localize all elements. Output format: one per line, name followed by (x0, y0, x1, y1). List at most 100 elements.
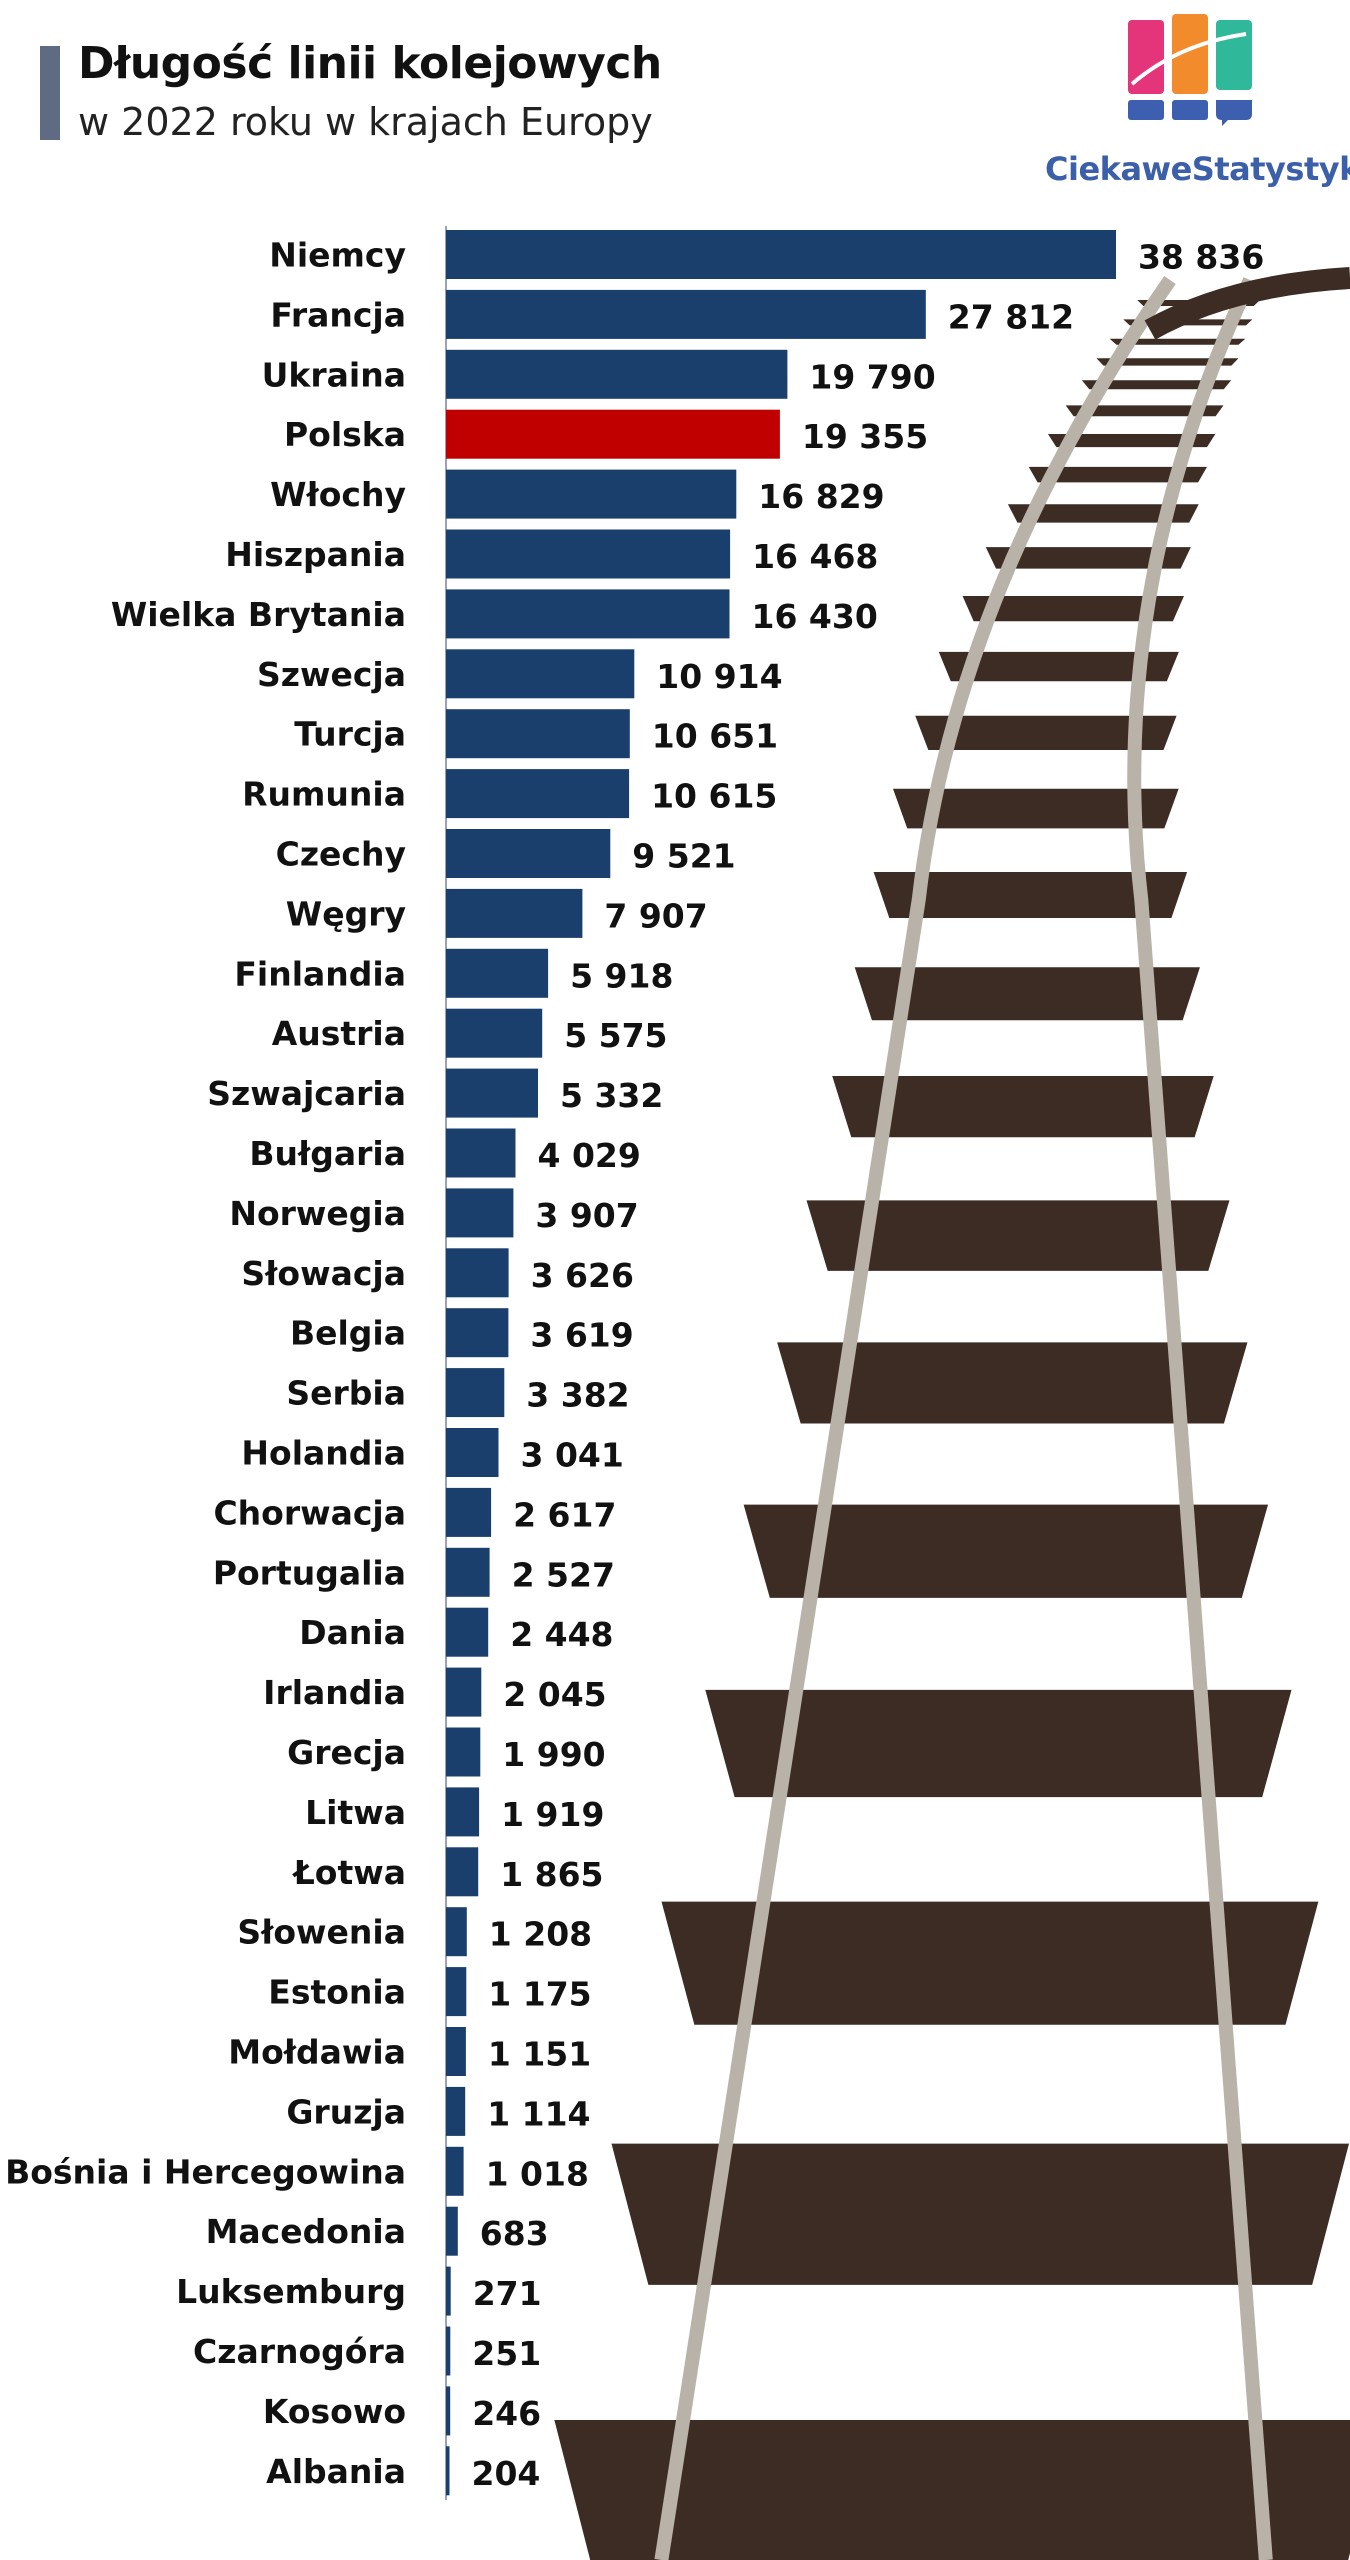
value-label-10: 9 521 (632, 837, 735, 876)
value-label-8: 10 651 (652, 717, 778, 756)
rail-ties (554, 300, 1350, 2560)
bar-36 (446, 2386, 451, 2436)
bar-33 (446, 2206, 458, 2256)
chart-bars (446, 230, 1116, 2496)
rail-tie (777, 1342, 1248, 1424)
category-label-30: Mołdawia (228, 2033, 406, 2072)
category-label-23: Dania (299, 1613, 406, 1652)
bar-11 (446, 888, 583, 938)
value-label-1: 27 812 (948, 297, 1074, 336)
category-label-1: Francja (270, 295, 406, 334)
category-label-20: Holandia (241, 1434, 406, 1473)
bar-34 (446, 2266, 451, 2316)
value-label-9: 10 615 (651, 777, 777, 816)
rail-tie (806, 1200, 1230, 1271)
bar-18 (446, 1308, 509, 1358)
value-label-31: 1 114 (487, 2094, 590, 2133)
category-label-29: Estonia (268, 1973, 406, 2012)
bar-30 (446, 2027, 466, 2076)
rail-left (654, 276, 1176, 2560)
bar-9 (446, 769, 630, 819)
bar-26 (446, 1787, 480, 1837)
bar-4 (446, 469, 737, 519)
value-label-15: 4 029 (538, 1136, 641, 1175)
rail-tie (938, 651, 1179, 682)
category-label-31: Gruzja (286, 2092, 406, 2131)
category-label-0: Niemcy (269, 236, 406, 275)
bar-23 (446, 1607, 489, 1657)
rail-tie (962, 596, 1184, 622)
rail-right (1127, 277, 1273, 2560)
value-label-14: 5 332 (560, 1076, 663, 1115)
bar-6 (446, 589, 730, 639)
rail-tie (832, 1076, 1214, 1138)
rail-curve (1144, 267, 1350, 340)
category-label-32: Bośnia i Hercegowina (5, 2152, 406, 2191)
rail-tie (1007, 504, 1199, 523)
category-label-6: Wielka Brytania (111, 595, 406, 634)
bar-35 (446, 2326, 451, 2376)
value-label-26: 1 919 (501, 1795, 604, 1834)
category-label-9: Rumunia (242, 775, 406, 814)
rail-tie (873, 872, 1188, 918)
value-label-17: 3 626 (531, 1256, 634, 1295)
bar-5 (446, 529, 731, 579)
category-label-18: Belgia (290, 1314, 406, 1353)
value-label-36: 246 (472, 2394, 541, 2433)
value-label-32: 1 018 (486, 2154, 589, 2193)
category-label-16: Norwegia (229, 1194, 406, 1233)
rail-tie (1096, 358, 1239, 366)
bar-28 (446, 1907, 467, 1957)
rail-tie (705, 1689, 1292, 1798)
value-label-33: 683 (480, 2214, 549, 2253)
value-label-35: 251 (472, 2334, 541, 2373)
category-label-13: Austria (272, 1014, 406, 1053)
bar-21 (446, 1487, 492, 1537)
category-label-11: Węgry (286, 894, 406, 933)
category-label-8: Turcja (294, 715, 406, 754)
value-label-7: 10 914 (656, 657, 782, 696)
chart-value-labels: 38 836 27 812 19 790 19 355 16 829 16 468 16 4… (472, 238, 1265, 2493)
category-label-2: Ukraina (262, 355, 406, 394)
value-label-13: 5 575 (564, 1016, 667, 1055)
rail-tie (915, 715, 1177, 750)
rail-tie (854, 967, 1200, 1021)
value-label-23: 2 448 (510, 1615, 613, 1654)
value-label-11: 7 907 (604, 896, 707, 935)
rail-tie (611, 2143, 1350, 2285)
chart-category-labels: Niemcy Francja Ukraina Polska Włochy Hiszpani… (5, 236, 406, 2491)
bar-0 (446, 230, 1116, 279)
category-label-27: Łotwa (292, 1853, 406, 1892)
value-label-22: 2 527 (512, 1555, 615, 1594)
bar-16 (446, 1188, 514, 1238)
bar-17 (446, 1248, 509, 1298)
value-label-27: 1 865 (500, 1855, 603, 1894)
bar-chart-logo-icon[interactable] (1128, 14, 1252, 126)
category-label-14: Szwajcaria (207, 1074, 406, 1113)
value-label-4: 16 829 (758, 477, 884, 516)
category-label-35: Czarnogóra (193, 2332, 406, 2371)
category-label-10: Czechy (276, 835, 406, 874)
bar-24 (446, 1667, 482, 1717)
category-label-34: Luksemburg (176, 2272, 406, 2311)
bar-19 (446, 1368, 505, 1418)
category-label-37: Albania (266, 2452, 406, 2491)
rail-tie (1028, 466, 1208, 483)
category-label-28: Słowenia (237, 1913, 406, 1952)
value-label-24: 2 045 (503, 1675, 606, 1714)
category-label-24: Irlandia (263, 1673, 406, 1712)
chart-subtitle: w 2022 roku w krajach Europy (78, 100, 653, 144)
bar-12 (446, 948, 549, 998)
value-label-37: 204 (472, 2454, 541, 2493)
category-label-33: Macedonia (206, 2212, 406, 2251)
title-accent-bar (40, 46, 60, 140)
rail-tie (1109, 338, 1246, 345)
chart-title: Długość linii kolejowych (78, 38, 662, 89)
logo-text[interactable]: CiekaweStatystyki.pl (1045, 150, 1350, 188)
bar-22 (446, 1547, 490, 1597)
value-label-28: 1 208 (489, 1915, 592, 1954)
value-label-2: 19 790 (809, 357, 935, 396)
bar-13 (446, 1008, 543, 1058)
bar-27 (446, 1847, 479, 1897)
bar-32 (446, 2146, 464, 2196)
